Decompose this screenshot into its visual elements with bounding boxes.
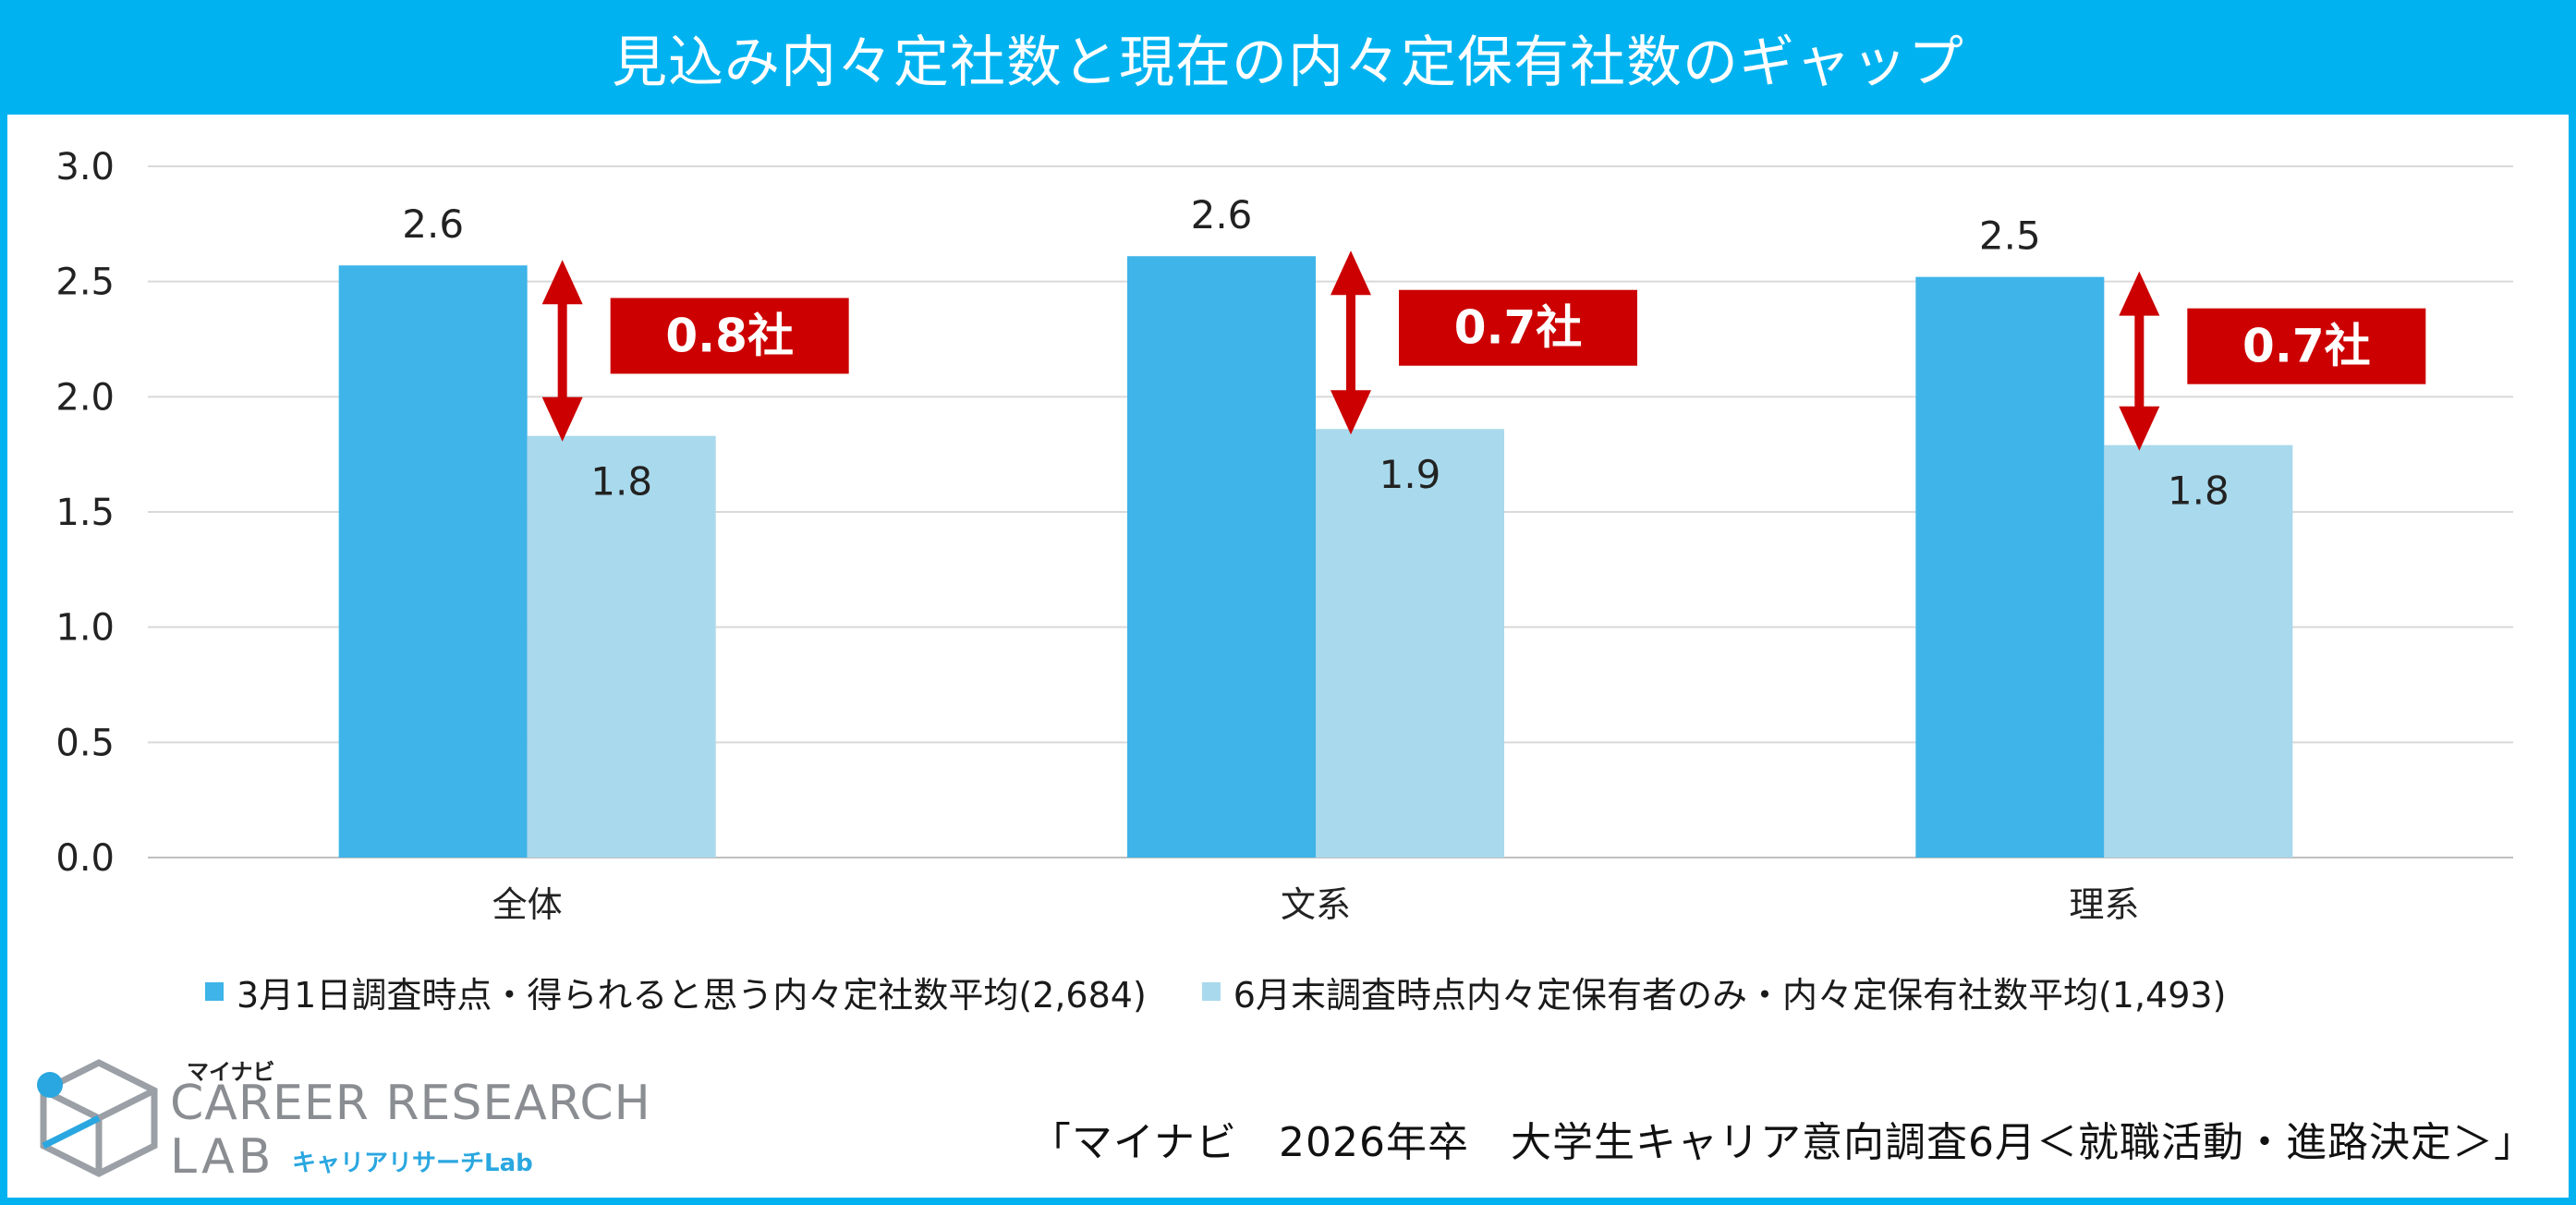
- legend-label-march: 3月1日調査時点・得られると思う内々定社数平均(2,684): [237, 974, 1147, 1016]
- legend-item-march: 3月1日調査時点・得られると思う内々定社数平均(2,684): [205, 967, 1147, 1017]
- gap-label: 0.8社: [665, 309, 794, 362]
- logo-career-research: CAREER RESEARCH: [170, 1076, 651, 1131]
- y-tick-label: 2.0: [55, 376, 115, 419]
- bar-june: [2104, 444, 2293, 858]
- bar-chart: 0.0 0.5 1.0 1.5 2.0 2.5 3.0 2.6 1.8 全体 0.8社 2.6 1.9 文…: [55, 146, 2513, 925]
- source-note: 「マイナビ 2026年卒 大学生キャリア意向調査6月＜就職活動・進路決定＞」: [1029, 1119, 2535, 1166]
- y-tick-label: 2.5: [55, 262, 115, 304]
- legend-label-june: 6月末調査時点内々定保有者のみ・内々定保有社数平均(1,493): [1233, 974, 2227, 1016]
- x-category-label: 全体: [492, 884, 563, 925]
- gap-label: 0.7社: [2242, 320, 2371, 373]
- gap-arrow-head-up: [2119, 271, 2160, 316]
- legend-swatch-june: [1201, 982, 1221, 1001]
- title-banner: 見込み内々定社数と現在の内々定保有社数のギャップ: [0, 0, 2576, 115]
- x-category-label: 理系: [2069, 884, 2139, 925]
- bar-june: [1316, 429, 1504, 858]
- career-research-lab-logo: マイナビ CAREER RESEARCH LAB キャリアリサーチLab: [30, 1052, 650, 1185]
- gap-arrow-head-up: [541, 260, 583, 305]
- legend-item-june: 6月末調査時点内々定保有者のみ・内々定保有社数平均(1,493): [1201, 967, 2227, 1017]
- data-label-june: 1.8: [2168, 469, 2230, 514]
- logo-lab: LAB: [170, 1129, 275, 1185]
- bar-june: [527, 435, 716, 858]
- data-label-june: 1.8: [590, 459, 652, 505]
- legend: 3月1日調査時点・得られると思う内々定社数平均(2,684) 6月末調査時点内々…: [205, 966, 2281, 1017]
- gap-arrow-head-up: [1331, 250, 1371, 296]
- y-tick-label: 1.5: [55, 492, 115, 534]
- gap-arrow-head-down: [2119, 406, 2160, 451]
- logo-mynavi-text: マイナビ: [187, 1059, 275, 1085]
- gap-label: 0.7社: [1454, 301, 1583, 355]
- gap-label-box: [1399, 289, 1637, 366]
- gap-arrow-head-down: [541, 396, 583, 442]
- gap-label-box: [2187, 308, 2426, 384]
- data-label-march: 2.5: [1979, 213, 2041, 259]
- x-category-label: 文系: [1281, 884, 1351, 925]
- cube-logo-icon: [37, 1059, 158, 1177]
- data-label-june: 1.9: [1379, 452, 1441, 497]
- gap-label-box: [610, 298, 849, 374]
- gap-arrow-head-down: [1331, 390, 1371, 435]
- data-label-march: 2.6: [402, 201, 464, 247]
- y-tick-label: 0.0: [55, 837, 115, 880]
- y-tick-label: 0.5: [55, 722, 115, 764]
- y-tick-label: 3.0: [55, 146, 115, 189]
- bar-march: [338, 265, 528, 858]
- chart-title: 見込み内々定社数と現在の内々定保有社数のギャップ: [612, 30, 1964, 95]
- bar-march: [1127, 256, 1316, 858]
- y-tick-label: 1.0: [55, 607, 115, 650]
- logo-subtitle: キャリアリサーチLab: [292, 1150, 533, 1177]
- legend-swatch-march: [205, 982, 224, 1001]
- bar-march: [1915, 276, 2105, 858]
- data-label-march: 2.6: [1191, 192, 1253, 237]
